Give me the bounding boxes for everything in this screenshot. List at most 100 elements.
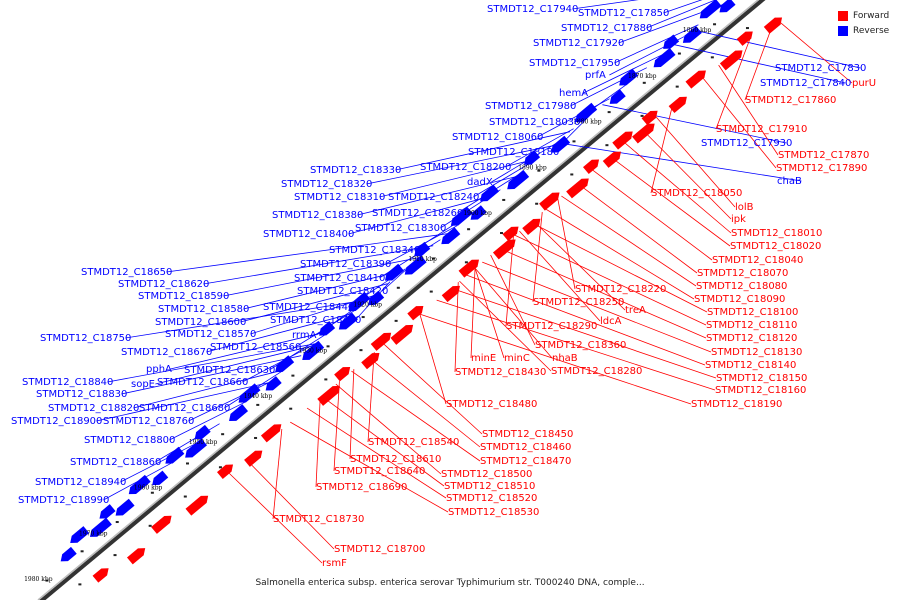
label-stmdt12-c18610[interactable]: STMDT12_C18610 — [350, 454, 441, 465]
label-stmdt12-c18650[interactable]: STMDT12_C18650 — [81, 267, 172, 278]
label-stmdt12-c18440[interactable]: STMDT12_C18440 — [263, 302, 354, 313]
label-stmdt12-c18060[interactable]: STMDT12_C18060 — [452, 132, 543, 143]
label-hema[interactable]: hemA — [559, 88, 588, 99]
label-stmdt12-c18130[interactable]: STMDT12_C18130 — [711, 347, 802, 358]
forward-gene-21[interactable] — [602, 151, 622, 168]
label-stmdt12-c18010[interactable]: STMDT12_C18010 — [731, 228, 822, 239]
reverse-gene-24[interactable] — [470, 205, 487, 220]
label-stmdt12-c17840[interactable]: STMDT12_C17840 — [760, 78, 851, 89]
reverse-gene-33[interactable] — [663, 34, 680, 49]
reverse-gene-16[interactable] — [338, 312, 358, 330]
forward-gene-23[interactable] — [632, 123, 655, 144]
label-stmdt12-c18820[interactable]: STMDT12_C18820 — [48, 403, 139, 414]
label-stmdt12-c17950[interactable]: STMDT12_C17950 — [529, 58, 620, 69]
forward-gene-29[interactable] — [763, 17, 783, 34]
forward-gene-17[interactable] — [522, 218, 541, 236]
label-stmdt12-c17920[interactable]: STMDT12_C17920 — [533, 38, 624, 49]
label-stmdt12-c18190[interactable]: STMDT12_C18190 — [691, 399, 782, 410]
label-stmdt12-c18520[interactable]: STMDT12_C18520 — [446, 493, 537, 504]
label-lolb[interactable]: lolB — [735, 202, 754, 213]
label-stmdt12-c18290[interactable]: STMDT12_C18290 — [506, 321, 597, 332]
forward-gene-28[interactable] — [736, 31, 753, 46]
label-stmdt12-c18390[interactable]: STMDT12_C18390 — [300, 259, 391, 270]
label-stmdt12-c18430[interactable]: STMDT12_C18430 — [455, 367, 546, 378]
label-stmdt12-c18600[interactable]: STMDT12_C18600 — [155, 317, 246, 328]
forward-gene-9[interactable] — [361, 352, 380, 370]
forward-gene-15[interactable] — [492, 239, 516, 260]
label-puru[interactable]: purU — [852, 78, 876, 89]
reverse-gene-22[interactable] — [441, 227, 461, 245]
forward-gene-26[interactable] — [685, 70, 706, 89]
label-stmdt12-c18200[interactable]: STMDT12_C18200 — [420, 162, 511, 173]
reverse-gene-30[interactable] — [609, 89, 626, 104]
reverse-gene-14[interactable] — [302, 340, 325, 361]
label-stmdt12-c18530[interactable]: STMDT12_C18530 — [448, 507, 539, 518]
reverse-gene-8[interactable] — [185, 438, 208, 458]
reverse-gene-20[interactable] — [404, 255, 427, 275]
label-stmdt12-c18400[interactable]: STMDT12_C18400 — [263, 229, 354, 240]
reverse-gene-31[interactable] — [619, 68, 639, 86]
forward-gene-13[interactable] — [441, 285, 460, 303]
label-mine[interactable]: minE — [471, 353, 496, 364]
forward-gene-19[interactable] — [566, 178, 589, 199]
label-stmdt12-c18380[interactable]: STMDT12_C18380 — [272, 210, 363, 221]
label-stmdt12-c17930[interactable]: STMDT12_C17930 — [701, 138, 792, 149]
label-stmdt12-c18510[interactable]: STMDT12_C18510 — [444, 481, 535, 492]
label-dadx[interactable]: dadX — [467, 177, 493, 188]
label-stmdt12-c18560[interactable]: STMDT12_C18560 — [210, 342, 301, 353]
label-stmdt12-c18040[interactable]: STMDT12_C18040 — [712, 255, 803, 266]
forward-gene-1[interactable] — [126, 548, 146, 565]
label-rrma[interactable]: rrmA — [292, 330, 317, 341]
label-chab[interactable]: chaB — [777, 176, 802, 187]
label-stmdt12-c18800[interactable]: STMDT12_C18800 — [84, 435, 175, 446]
forward-gene-16[interactable] — [502, 226, 519, 242]
reverse-gene-5[interactable] — [128, 474, 151, 495]
label-stmdt12-c17860[interactable]: STMDT12_C17860 — [745, 95, 836, 106]
label-stmdt12-c18630[interactable]: STMDT12_C18630 — [184, 365, 275, 376]
forward-gene-3[interactable] — [185, 495, 209, 516]
label-sope[interactable]: sopE — [131, 379, 155, 390]
label-minc[interactable]: minC — [504, 353, 530, 364]
forward-gene-24[interactable] — [641, 110, 658, 126]
reverse-gene-9[interactable] — [194, 424, 211, 440]
label-prfa[interactable]: prfA — [585, 70, 606, 81]
label-stmdt12-c18760[interactable]: STMDT12_C18760 — [103, 416, 194, 427]
label-stmdt12-c18990[interactable]: STMDT12_C18990 — [18, 495, 109, 506]
reverse-gene-26[interactable] — [507, 169, 530, 190]
reverse-gene-17[interactable] — [348, 291, 371, 312]
reverse-gene-6[interactable] — [152, 470, 169, 486]
forward-gene-11[interactable] — [390, 324, 414, 345]
forward-gene-25[interactable] — [668, 96, 687, 114]
label-stmdt12-c18240[interactable]: STMDT12_C18240 — [388, 192, 479, 203]
label-stmdt12-c18020[interactable]: STMDT12_C18020 — [730, 241, 821, 252]
reverse-gene-34[interactable] — [682, 25, 702, 43]
label-stmdt12-c17850[interactable]: STMDT12_C17850 — [578, 8, 669, 19]
label-stmdt12-c18640[interactable]: STMDT12_C18640 — [334, 466, 425, 477]
label-stmdt12-c17910[interactable]: STMDT12_C17910 — [716, 124, 807, 135]
label-stmdt12-c18050[interactable]: STMDT12_C18050 — [651, 188, 742, 199]
label-stmdt12-c18080[interactable]: STMDT12_C18080 — [696, 281, 787, 292]
label-stmdt12-c18730[interactable]: STMDT12_C18730 — [273, 514, 364, 525]
reverse-gene-25[interactable] — [480, 184, 500, 202]
label-ppha[interactable]: pphA — [146, 364, 172, 375]
forward-gene-22[interactable] — [612, 131, 633, 150]
label-stmdt12-c18120[interactable]: STMDT12_C18120 — [706, 333, 797, 344]
forward-gene-0[interactable] — [92, 568, 109, 583]
label-stmdt12-c18410[interactable]: STMDT12_C18410 — [294, 273, 385, 284]
label-stmdt12-c18330[interactable]: STMDT12_C18330 — [310, 165, 401, 176]
forward-gene-4[interactable] — [217, 464, 234, 479]
forward-gene-20[interactable] — [583, 159, 600, 174]
label-stmdt12-c17940[interactable]: STMDT12_C17940 — [487, 4, 578, 15]
reverse-gene-11[interactable] — [238, 383, 261, 403]
label-stmdt12-c18580[interactable]: STMDT12_C18580 — [158, 304, 249, 315]
label-stmdt12-c18420[interactable]: STMDT12_C18420 — [297, 286, 388, 297]
label-stmdt12-c18030[interactable]: STMDT12_C18030 — [489, 117, 580, 128]
reverse-gene-28[interactable] — [551, 135, 571, 153]
reverse-gene-23[interactable] — [450, 206, 473, 226]
label-stmdt12-c18540[interactable]: STMDT12_C18540 — [368, 437, 459, 448]
label-stmdt12-c17980[interactable]: STMDT12_C17980 — [485, 101, 576, 112]
label-stmdt12-c17830[interactable]: STMDT12_C17830 — [775, 63, 866, 74]
label-stmdt12-c18260[interactable]: STMDT12_C18260 — [372, 208, 463, 219]
label-stmdt12-c18460[interactable]: STMDT12_C18460 — [480, 442, 571, 453]
label-stmdt12-c18360[interactable]: STMDT12_C18360 — [535, 340, 626, 351]
